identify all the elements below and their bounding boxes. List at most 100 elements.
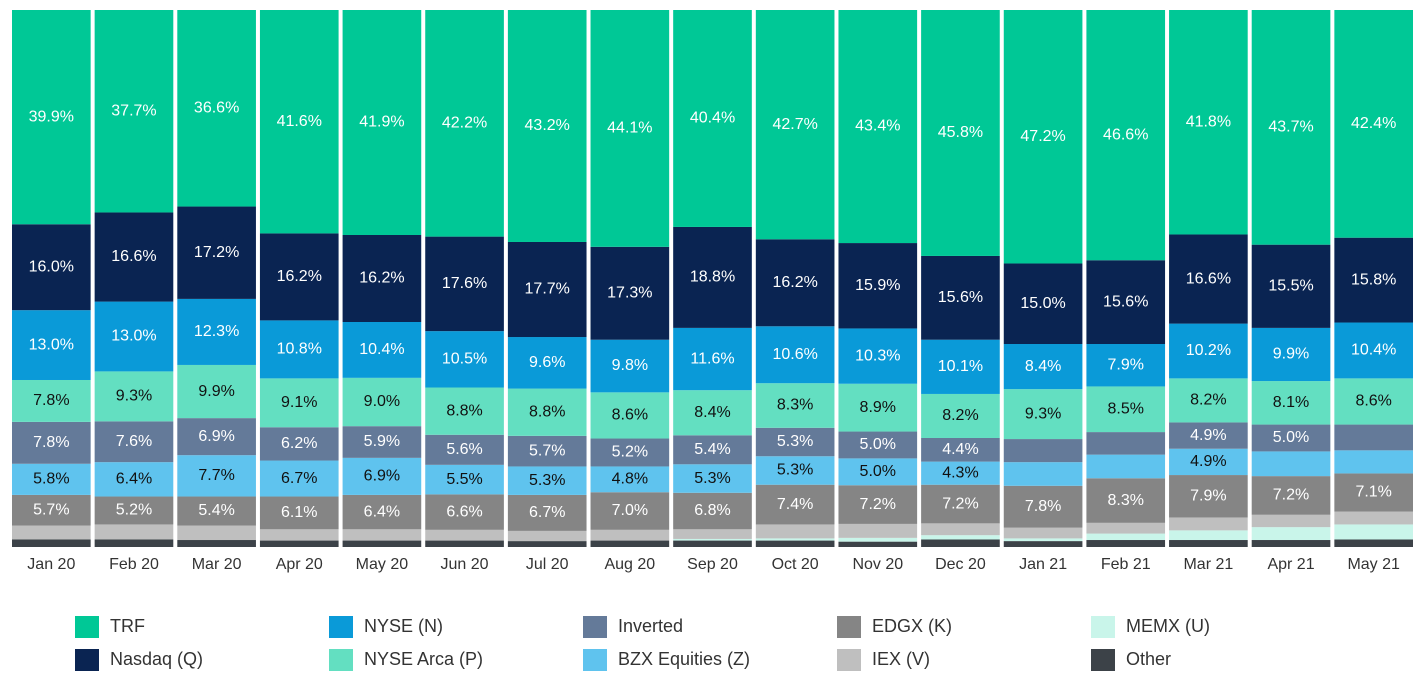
bar-segment — [838, 541, 918, 547]
bar-segment — [94, 524, 174, 540]
data-label: 40.4% — [690, 110, 735, 127]
bar-segment — [1251, 381, 1331, 425]
bar-segment — [12, 310, 91, 380]
x-tick-label: Apr 21 — [1267, 556, 1314, 573]
bar-segment — [1003, 462, 1083, 486]
bar-segment — [838, 523, 918, 538]
data-label: 16.2% — [772, 274, 817, 291]
x-tick-label: Feb 20 — [109, 556, 159, 573]
bar-segment — [1334, 378, 1413, 425]
x-tick-label: Oct 20 — [772, 556, 819, 573]
bar-segment — [673, 435, 752, 465]
x-tick-label: Mar 20 — [192, 556, 242, 573]
data-label: 17.3% — [607, 284, 652, 301]
data-label: 37.7% — [111, 102, 156, 119]
data-label: 46.6% — [1103, 126, 1148, 143]
bar-segment — [1334, 322, 1413, 379]
bar-segment — [755, 484, 835, 525]
data-label: 6.7% — [529, 504, 565, 521]
bar-segment — [425, 236, 504, 332]
x-tick-label: Dec 20 — [935, 556, 986, 573]
bar-segment — [838, 458, 918, 486]
data-label: 5.6% — [446, 441, 482, 458]
bar-segment — [921, 539, 1000, 547]
data-label: 16.2% — [277, 268, 322, 285]
bar-segment — [590, 392, 670, 439]
data-label: 8.3% — [1108, 492, 1144, 509]
bar-segment — [12, 494, 91, 526]
bar-segment — [1169, 422, 1248, 449]
bar-segment — [1003, 485, 1083, 528]
data-label: 43.4% — [855, 118, 900, 135]
data-label: 5.3% — [777, 462, 813, 479]
data-label: 5.0% — [860, 436, 896, 453]
bar-segment — [1086, 454, 1166, 479]
bar-segment — [755, 10, 835, 240]
bar-segment — [425, 494, 504, 530]
data-label: 16.6% — [1186, 270, 1231, 287]
bar-segment — [1251, 451, 1331, 477]
data-label: 5.5% — [446, 471, 482, 488]
bar-segment — [425, 464, 504, 495]
legend-swatch — [583, 649, 607, 671]
bar-segment — [838, 485, 918, 524]
bar-segment — [1169, 517, 1248, 531]
bar-segment — [921, 523, 1000, 536]
bar-segment — [673, 226, 752, 328]
legend-swatch — [837, 616, 861, 638]
bar-segment — [1251, 244, 1331, 328]
legend-label: BZX Equities (Z) — [618, 649, 750, 669]
bar-segment — [12, 10, 91, 225]
data-label: 41.8% — [1186, 113, 1231, 130]
data-label: 42.4% — [1351, 115, 1396, 132]
data-label: 7.2% — [1273, 487, 1309, 504]
bar-segment — [1334, 237, 1413, 323]
data-label: 5.2% — [612, 444, 648, 461]
bar-segment — [507, 494, 587, 531]
data-label: 41.6% — [277, 113, 322, 130]
data-label: 9.1% — [281, 394, 317, 411]
bar-segment — [590, 339, 670, 393]
data-label: 10.2% — [1186, 342, 1231, 359]
bar-segment — [94, 462, 174, 497]
bar-segment — [1086, 540, 1166, 547]
bar-segment — [755, 427, 835, 457]
data-label: 7.8% — [33, 392, 69, 409]
data-label: 7.2% — [942, 495, 978, 512]
data-label: 6.8% — [694, 502, 730, 519]
bar-segment — [259, 378, 339, 428]
bar-segment — [1169, 530, 1248, 541]
bar-segment — [1169, 475, 1248, 518]
bar-segment — [259, 427, 339, 461]
bar-segment — [921, 10, 1000, 256]
data-label: 4.9% — [1190, 427, 1226, 444]
data-label: 9.0% — [364, 393, 400, 410]
bar-segment — [1251, 327, 1331, 382]
legend-swatch — [1091, 616, 1115, 638]
bar-segment — [177, 10, 256, 207]
data-label: 6.7% — [281, 470, 317, 487]
data-label: 5.3% — [777, 433, 813, 450]
bar-segment — [1251, 476, 1331, 515]
data-label: 6.9% — [364, 468, 400, 485]
data-label: 44.1% — [607, 120, 652, 137]
bar-segment — [1334, 539, 1413, 547]
bar-segment — [12, 463, 91, 495]
data-label: 8.8% — [446, 402, 482, 419]
legend-label: TRF — [110, 616, 145, 636]
data-label: 16.2% — [359, 270, 404, 287]
bar-segment — [342, 235, 422, 322]
data-label: 5.7% — [529, 442, 565, 459]
data-label: 7.8% — [33, 434, 69, 451]
bar-segment — [12, 525, 91, 540]
legend-swatch — [75, 649, 99, 671]
bar-segment — [1003, 263, 1083, 345]
x-tick-label: Feb 21 — [1101, 556, 1151, 573]
data-label: 8.3% — [777, 397, 813, 414]
data-label: 8.9% — [860, 399, 896, 416]
data-label: 10.4% — [1351, 342, 1396, 359]
data-label: 45.8% — [938, 124, 983, 141]
bar-segment — [590, 540, 670, 547]
data-label: 9.8% — [612, 357, 648, 374]
data-label: 9.9% — [1273, 346, 1309, 363]
